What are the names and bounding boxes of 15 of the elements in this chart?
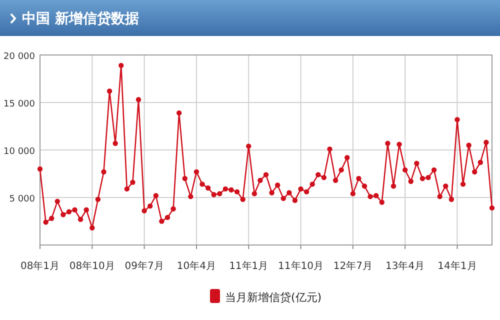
chart-title: 中国 新增信贷数据 [22,10,139,27]
x-tick-label: 09年7月 [124,260,164,272]
y-tick-label: 5 000 [9,194,36,204]
x-tick-label: 10年4月 [176,260,216,272]
x-tick-label: 14年1月 [438,260,477,272]
x-tick-label: 12年7月 [333,260,372,272]
x-tick-label: 11年10月 [278,260,324,272]
x-tick-label: 08年1月 [20,260,60,272]
y-tick-label: 10 000 [4,147,36,157]
x-tick-label: 13年4月 [386,260,425,272]
x-tick-label: 08年10月 [69,260,115,272]
y-tick-label: 20 000 [4,52,36,62]
y-tick-label: 15 000 [4,100,36,110]
legend-label: 当月新增信贷(亿元) [225,291,322,304]
x-tick-label: 11年1月 [229,260,268,272]
